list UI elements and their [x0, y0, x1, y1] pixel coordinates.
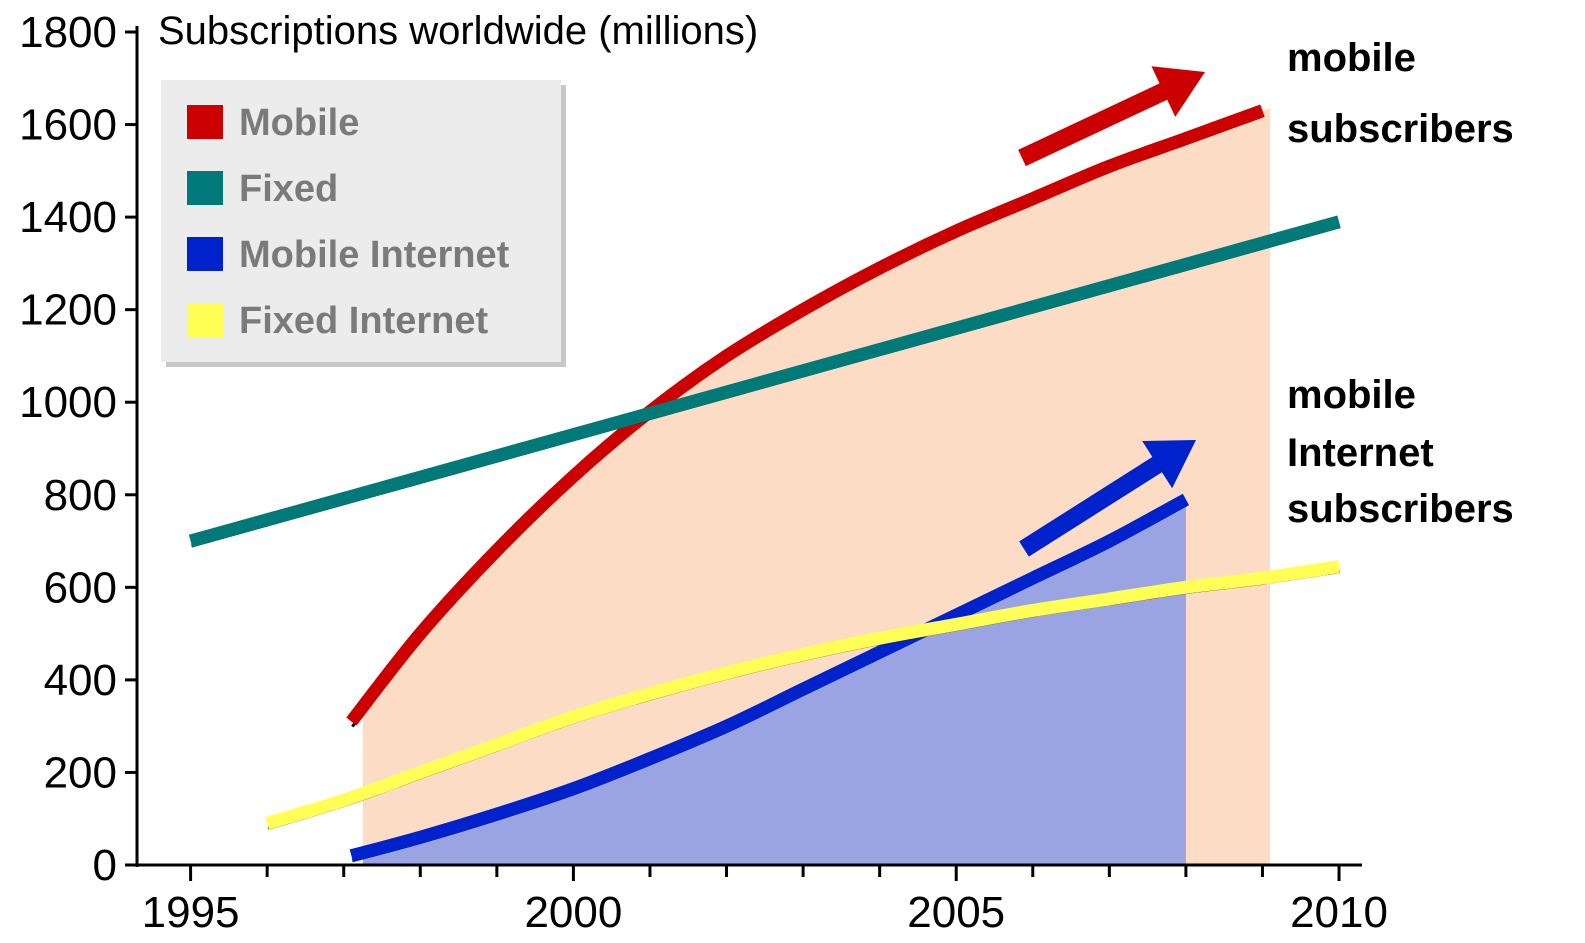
legend-swatch-fixed: [187, 171, 223, 205]
legend-label-fixed-internet: Fixed Internet: [239, 300, 488, 342]
annotation-line: mobile: [1287, 373, 1416, 417]
series-line-fixed-internet: [265, 560, 1341, 830]
annotation-mobile-internet-subscribers: mobile Internet subscribers: [1287, 373, 1514, 531]
annotation-line: Internet: [1287, 431, 1434, 475]
legend-swatch-fixed-internet: [187, 303, 223, 337]
y-tick-label: 800: [44, 471, 117, 520]
legend-swatch-mobile: [187, 105, 223, 139]
trend-arrows: [1018, 66, 1205, 557]
annotation-line: subscribers: [1287, 487, 1514, 531]
legend-swatch-mobile-internet: [187, 237, 223, 271]
x-tick-label: 2000: [524, 888, 622, 937]
series-line-mobile: [346, 104, 1265, 728]
chart-title: Subscriptions worldwide (millions): [158, 9, 758, 53]
annotation-mobile-subscribers: mobile subscribers: [1287, 36, 1514, 151]
y-tick-label: 1000: [19, 378, 117, 427]
legend-box: [161, 80, 561, 362]
y-tick-label: 1600: [19, 101, 117, 150]
y-tick-label: 0: [93, 841, 117, 890]
y-ticks: 0 200 400 600 800 1000 1200 1400 1600 1800: [19, 8, 137, 890]
legend-label-mobile: Mobile: [239, 102, 359, 144]
annotation-line: subscribers: [1287, 107, 1514, 151]
shaded-area-mobile-internet: [362, 499, 1186, 865]
y-tick-label: 600: [44, 563, 117, 612]
legend-label-mobile-internet: Mobile Internet: [239, 234, 510, 276]
axes: [135, 26, 1362, 867]
legend: Mobile Fixed Mobile Internet Fixed Inter…: [161, 80, 566, 367]
arrow-mobile-subscribers: [1018, 66, 1205, 167]
y-tick-label: 1200: [19, 286, 117, 335]
x-tick-label: 2010: [1290, 888, 1388, 937]
x-tick-label: 2005: [907, 888, 1005, 937]
series-line-fixed: [188, 215, 1341, 548]
y-tick-label: 1800: [19, 8, 117, 57]
legend-label-fixed: Fixed: [239, 168, 338, 210]
arrow-mobile-internet-subscribers: [1019, 440, 1197, 557]
annotation-line: mobile: [1287, 36, 1416, 80]
x-ticks: 1995 2000 2005 2010: [142, 865, 1388, 937]
series-line-mobile-internet: [349, 493, 1190, 863]
y-tick-label: 200: [44, 748, 117, 797]
y-tick-label: 1400: [19, 193, 117, 242]
series-lines: [188, 104, 1341, 863]
x-tick-label: 1995: [142, 888, 240, 937]
y-tick-label: 400: [44, 656, 117, 705]
